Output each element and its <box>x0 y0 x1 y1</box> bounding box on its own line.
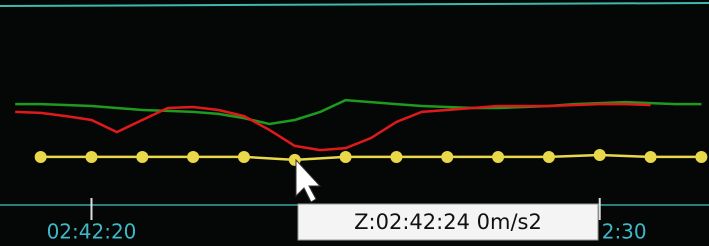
tooltip-text: Z:02:42:24 0m/s2 <box>354 210 542 234</box>
chart: Z:02:42:24 0m/s2 02:42:20 2:30 <box>0 0 709 246</box>
marker <box>695 151 707 163</box>
marker <box>238 151 250 163</box>
marker <box>136 151 148 163</box>
x-tick-label: 2:30 <box>602 220 647 244</box>
marker <box>390 151 402 163</box>
marker <box>492 151 504 163</box>
marker <box>594 149 606 161</box>
marker <box>35 151 47 163</box>
marker <box>441 151 453 163</box>
x-tick-label: 02:42:20 <box>47 220 137 244</box>
marker <box>543 151 555 163</box>
marker <box>85 151 97 163</box>
marker <box>340 151 352 163</box>
marker <box>645 151 657 163</box>
marker <box>187 151 199 163</box>
